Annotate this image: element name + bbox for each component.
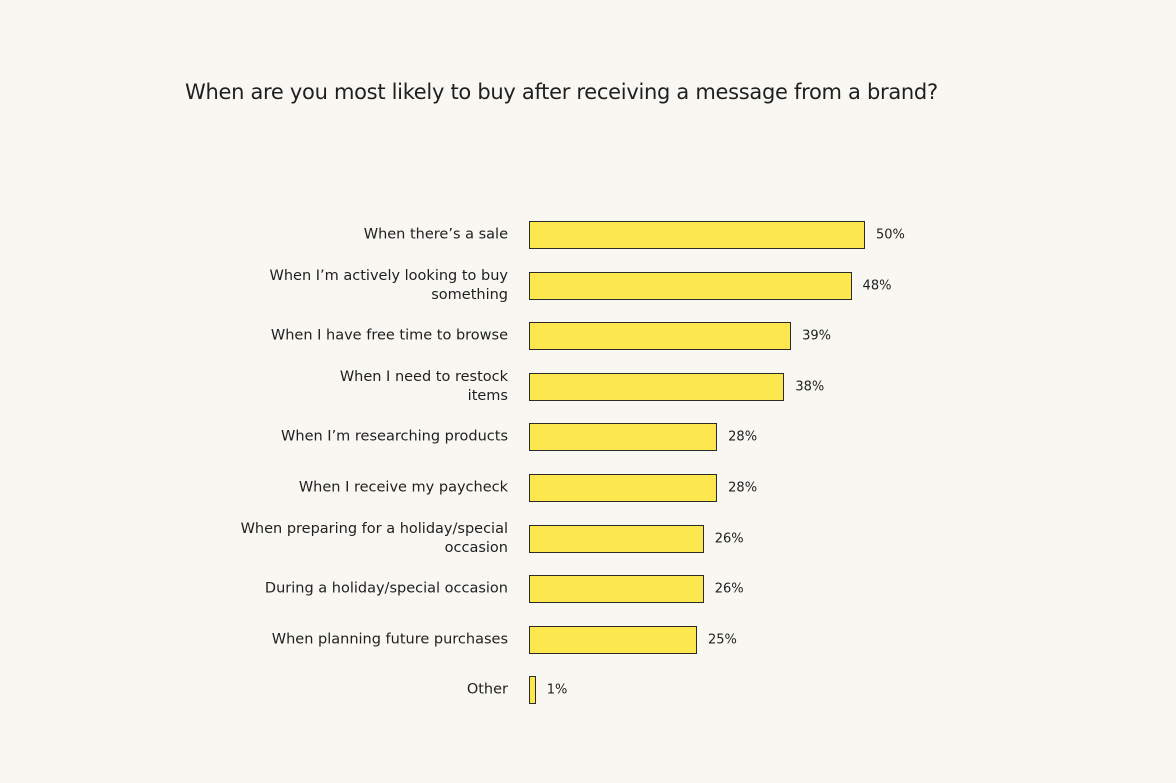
- category-label: When preparing for a holiday/special occ…: [240, 520, 508, 556]
- bar: [529, 474, 718, 502]
- value-label: 26%: [714, 531, 744, 547]
- category-label: When there’s a sale: [363, 226, 508, 243]
- bar: [529, 372, 785, 401]
- category-label: When planning future purchases: [271, 631, 508, 648]
- bar: [529, 423, 718, 452]
- value-label: 25%: [708, 632, 737, 648]
- value-label: 48%: [862, 278, 892, 294]
- value-label: 26%: [714, 581, 744, 597]
- bar: [529, 625, 697, 654]
- value-label: 1%: [546, 682, 568, 698]
- value-label: 50%: [876, 227, 905, 243]
- category-label: When I have free time to browse: [270, 327, 508, 344]
- category-label: When I’m researching products: [281, 428, 508, 445]
- chart-title: When are you most likely to buy after re…: [185, 80, 938, 104]
- category-label: During a holiday/special occasion: [264, 580, 508, 597]
- category-label: When I need to restock items: [339, 368, 508, 404]
- bar: [529, 271, 852, 300]
- value-label: 39%: [802, 328, 831, 344]
- bar: [529, 575, 704, 604]
- bar: [529, 322, 792, 351]
- bar: [529, 676, 536, 705]
- bar: [529, 524, 704, 553]
- bar: [529, 221, 865, 249]
- value-label: 28%: [728, 429, 758, 445]
- value-label: 28%: [728, 480, 758, 496]
- category-label: Other: [466, 681, 508, 698]
- category-label: When I receive my paycheck: [298, 479, 508, 496]
- category-label: When I’m actively looking to buy somethi…: [269, 267, 509, 303]
- value-label: 38%: [795, 379, 825, 395]
